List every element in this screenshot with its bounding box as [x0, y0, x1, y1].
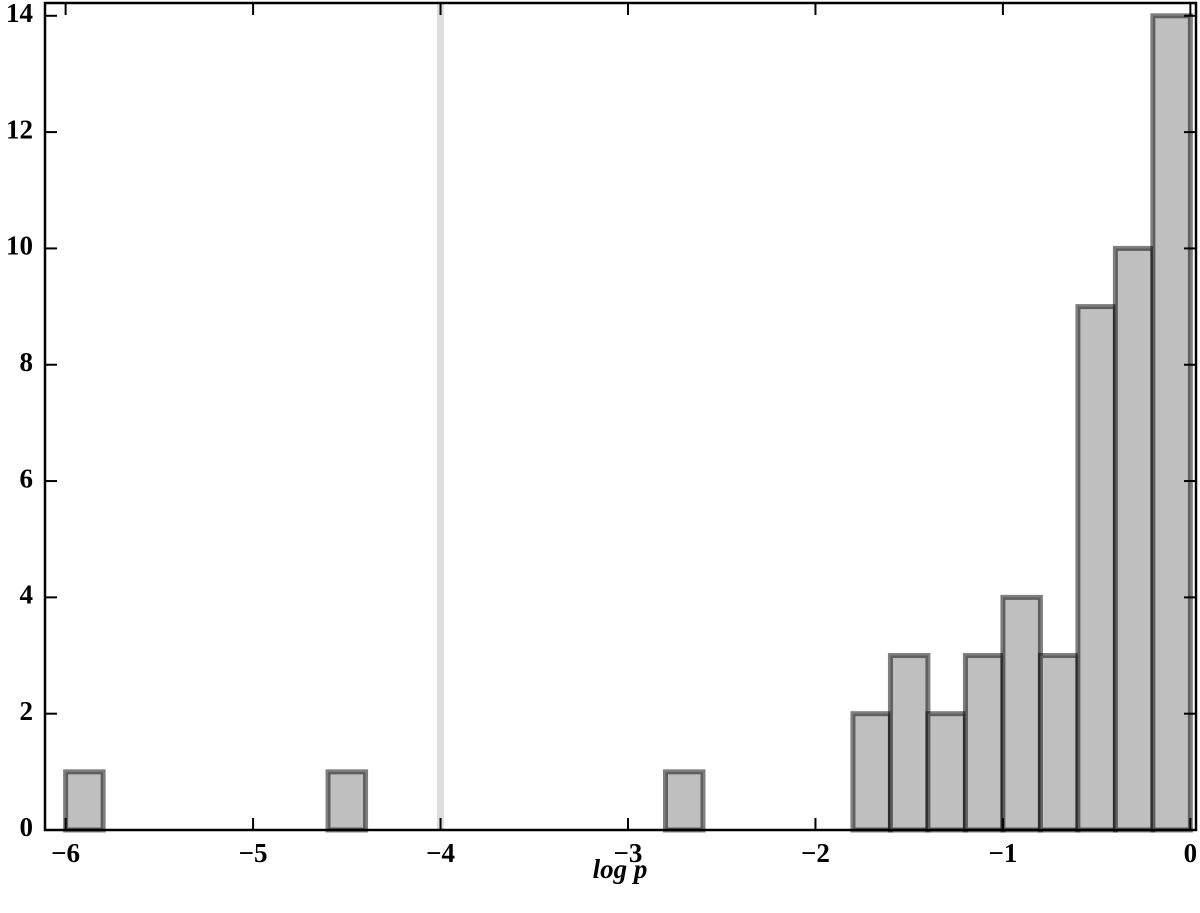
- x-axis-label: log p: [593, 854, 648, 884]
- x-tick-label: −4: [426, 838, 455, 868]
- bar: [325, 769, 369, 833]
- bar: [1000, 594, 1043, 833]
- bar: [1150, 13, 1193, 833]
- y-tick-label: 8: [20, 347, 34, 377]
- bar: [925, 711, 968, 833]
- plot-frame: [43, 1, 1198, 832]
- y-tick-label: 12: [6, 114, 33, 144]
- bar: [962, 653, 1006, 833]
- y-tick-label: 14: [6, 0, 33, 28]
- bar: [63, 769, 106, 833]
- bar: [662, 769, 706, 833]
- x-tick-label: −3: [614, 838, 643, 868]
- y-tick-label: 4: [20, 580, 34, 610]
- x-tick-label: −5: [239, 838, 268, 868]
- bar: [1037, 653, 1081, 833]
- bar: [887, 653, 931, 833]
- y-tick-label: 2: [20, 696, 34, 726]
- y-tick-label: 0: [20, 812, 34, 842]
- y-tick-label: 6: [20, 463, 34, 493]
- bar: [850, 711, 893, 833]
- bar: [1112, 245, 1156, 833]
- x-tick-label: −6: [51, 838, 80, 868]
- bar: [1075, 304, 1118, 833]
- x-tick-label: −1: [988, 838, 1017, 868]
- x-tick-label: 0: [1184, 838, 1198, 868]
- y-tick-label: 10: [6, 231, 33, 261]
- x-tick-label: −2: [801, 838, 830, 868]
